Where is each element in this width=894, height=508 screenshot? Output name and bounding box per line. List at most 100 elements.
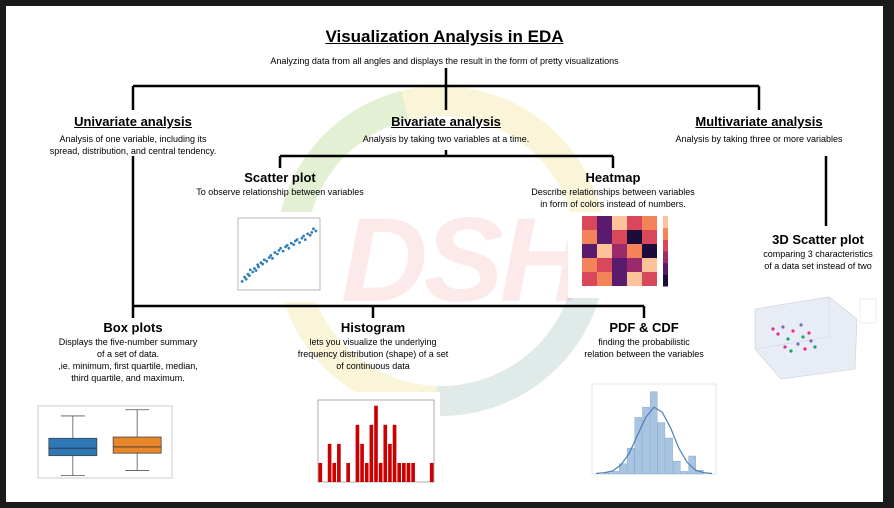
scatter3d-thumbnail [743, 289, 879, 383]
page-title: Visualization Analysis in EDA [325, 27, 564, 46]
histogram-bar [360, 443, 364, 482]
heatmap-cell [597, 244, 612, 258]
pdf-bar [649, 391, 658, 475]
scatter3d-point [813, 345, 817, 349]
scatter-point [314, 229, 318, 233]
heatmap-title: Heatmap [585, 170, 641, 185]
scatter-point [285, 243, 289, 247]
histogram-bar [374, 405, 378, 482]
heatmap-colorbar-segment [663, 262, 668, 275]
heatmap-colorbar-segment [663, 216, 668, 229]
bivariate-title: Bivariate analysis [391, 114, 501, 129]
scatter-point [289, 241, 293, 245]
scatter3d-box [754, 296, 858, 380]
histogram-bar [383, 424, 388, 482]
scatter3d-point [803, 347, 807, 351]
scatter-point [240, 279, 244, 283]
histogram-bar [397, 462, 402, 482]
scatter-point [248, 274, 251, 277]
pdf-bar [642, 406, 650, 475]
scatter3d-grid-line [754, 336, 830, 350]
histogram-thumbnail [300, 392, 440, 496]
histogram-bar [406, 462, 411, 482]
histogram-desc-3: of continuous data [336, 361, 410, 371]
heatmap-cell [582, 216, 597, 230]
histogram-bar [346, 462, 350, 482]
univariate-title: Univariate analysis [74, 114, 192, 129]
heatmap-cell [612, 272, 627, 286]
heatmap-cell [612, 244, 627, 258]
bivariate-desc: Analysis by taking two variables at a ti… [362, 134, 530, 144]
heatmap-cell [627, 230, 642, 244]
scatter-point [267, 256, 271, 259]
heatmap-cell [642, 258, 657, 272]
histogram-desc-1: lets you visualize the underlying [309, 337, 437, 347]
univariate-desc-1: Analysis of one variable, including its [59, 134, 207, 144]
boxplot-desc-2: of a set of data. [96, 349, 160, 359]
scatter-point [269, 254, 273, 257]
multivariate-title: Multivariate analysis [695, 114, 823, 129]
heatmap-cell [582, 258, 597, 272]
boxplot-desc-3: ,ie. minimum, first quartile, median, [58, 361, 198, 371]
histogram-bar [369, 424, 374, 482]
scatter3d-point [796, 342, 800, 346]
heatmap-cell [642, 230, 657, 244]
multivariate-desc: Analysis by taking three or more variabl… [675, 134, 843, 144]
heatmap-cell [612, 258, 627, 272]
histogram-bar [402, 462, 406, 482]
boxplot-thumbnail [20, 398, 178, 494]
scatter3d-desc-2: of a data set instead of two [764, 261, 872, 271]
histogram-bar [378, 462, 383, 482]
pdfcdf-thumbnail [582, 378, 722, 490]
histogram-bar [364, 462, 369, 482]
scatter-point [275, 252, 279, 256]
scatter3d-desc-1: comparing 3 characteristics [763, 249, 873, 259]
histogram-title: Histogram [340, 320, 406, 335]
histogram-bar [388, 443, 392, 482]
scatter-point [287, 246, 291, 250]
scatter-point [248, 268, 252, 272]
scatter3d-point [799, 323, 803, 327]
diagram-canvas: DSH Visualization Analysis in EDA Analyz… [6, 6, 883, 502]
scatter-title: Scatter plot [244, 170, 316, 185]
pdf-bar [657, 422, 666, 475]
pdfcdf-desc-1: finding the probabilistic [598, 337, 690, 347]
scatter-point [292, 243, 296, 247]
heatmap-colorbar-segment [663, 227, 668, 240]
univariate-desc-2: spread, distribution, and central tenden… [49, 146, 217, 156]
scatter-point [243, 275, 246, 279]
pdf-bar [619, 463, 627, 475]
pdf-bar [665, 437, 673, 475]
histogram-bar [332, 462, 337, 482]
scatter3d-point [801, 335, 805, 339]
pdfcdf-desc-2: relation between the variables [584, 349, 704, 359]
scatter-frame [237, 217, 321, 291]
heatmap-cell [612, 230, 627, 244]
scatter3d-title: 3D Scatter plot [772, 232, 864, 247]
heatmap-cell [627, 244, 642, 258]
scatter-point [303, 238, 307, 241]
scatter3d-point [781, 325, 785, 329]
histogram-bar [411, 462, 415, 482]
scatter-point [277, 249, 281, 252]
boxplot-box [112, 436, 162, 454]
pdfcdf-title: PDF & CDF [609, 320, 679, 335]
pdf-bar [673, 460, 681, 475]
histogram-desc-2: frequency distribution (shape) of a set [297, 349, 449, 359]
scatter3d-point [771, 327, 775, 331]
heatmap-cell [642, 272, 657, 286]
connector-lines [131, 68, 828, 318]
histogram-bar [337, 443, 341, 482]
scatter-point [271, 256, 274, 260]
heatmap-cell [582, 272, 597, 286]
scatter-plot-thumbnail [224, 212, 326, 302]
heatmap-cell [597, 216, 612, 230]
scatter-point [312, 227, 315, 231]
boxplot-desc-1: Displays the five-number summary [58, 337, 198, 347]
pdf-bar [634, 417, 643, 475]
heatmap-cell [642, 244, 657, 258]
heatmap-cell [582, 244, 597, 258]
page-subtitle: Analyzing data from all angles and displ… [270, 56, 619, 66]
pdf-bar [603, 472, 612, 475]
scatter-point [279, 246, 283, 250]
